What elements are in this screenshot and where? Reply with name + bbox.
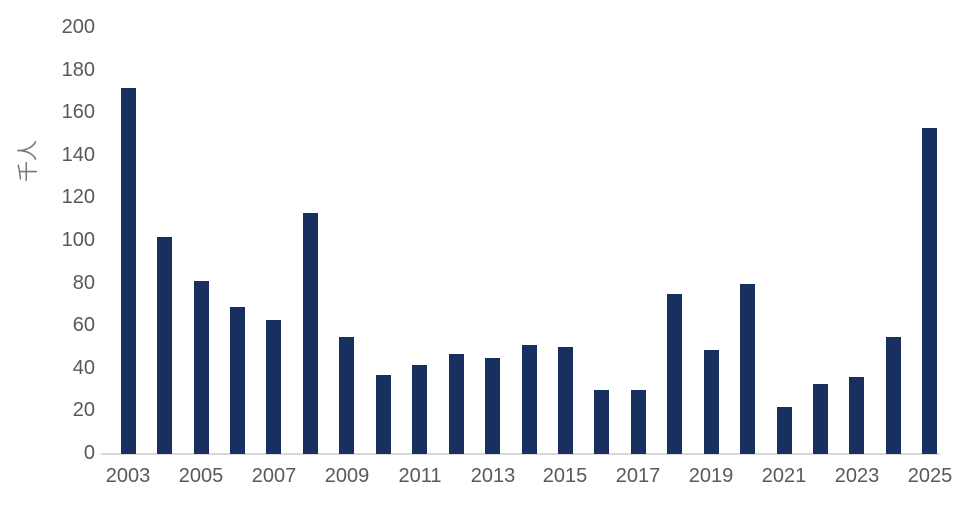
bar-2006	[230, 307, 245, 454]
bar-2010	[376, 375, 391, 454]
y-tick-label: 80	[72, 272, 95, 294]
x-tick-label: 2007	[251, 465, 297, 487]
y-tick-label: 20	[72, 399, 95, 421]
bar-2005	[194, 281, 209, 454]
y-tick-label: 160	[61, 101, 95, 123]
bar-2012	[449, 354, 464, 454]
bar-2017	[631, 390, 646, 454]
x-tick-label: 2017	[615, 465, 661, 487]
bar-2016	[594, 390, 609, 454]
x-tick-label: 2025	[907, 465, 953, 487]
x-tick-label: 2003	[105, 465, 151, 487]
bar-2009	[339, 337, 354, 454]
bar-2022	[813, 384, 828, 454]
bar-2025	[922, 128, 937, 454]
y-tick-label: 100	[61, 229, 95, 251]
y-tick-label: 200	[61, 16, 95, 38]
bar-2020	[740, 284, 755, 454]
bar-2018	[667, 294, 682, 454]
bar-2007	[266, 320, 281, 454]
y-tick-label: 40	[72, 357, 95, 379]
x-tick-label: 2015	[542, 465, 588, 487]
bar-2021	[777, 407, 792, 454]
bar-2013	[485, 358, 500, 454]
bar-2004	[157, 237, 172, 454]
y-tick-label: 140	[61, 144, 95, 166]
y-tick-label: 180	[61, 59, 95, 81]
x-tick-label: 2021	[761, 465, 807, 487]
x-tick-label: 2011	[398, 465, 442, 487]
bar-2024	[886, 337, 901, 454]
y-tick-label: 0	[83, 442, 95, 464]
bar-2008	[303, 213, 318, 454]
x-tick-label: 2023	[834, 465, 880, 487]
bar-2023	[849, 377, 864, 454]
bar-2015	[558, 347, 573, 454]
x-axis-line	[101, 453, 940, 455]
bar-2011	[412, 365, 427, 454]
bar-2003	[121, 88, 136, 454]
y-tick-label: 60	[72, 314, 95, 336]
bar-2019	[704, 350, 719, 454]
y-tick-label: 120	[61, 186, 95, 208]
x-tick-label: 2019	[688, 465, 734, 487]
bar-2014	[522, 345, 537, 454]
x-tick-label: 2009	[324, 465, 370, 487]
x-tick-label: 2005	[178, 465, 224, 487]
x-tick-label: 2013	[470, 465, 516, 487]
